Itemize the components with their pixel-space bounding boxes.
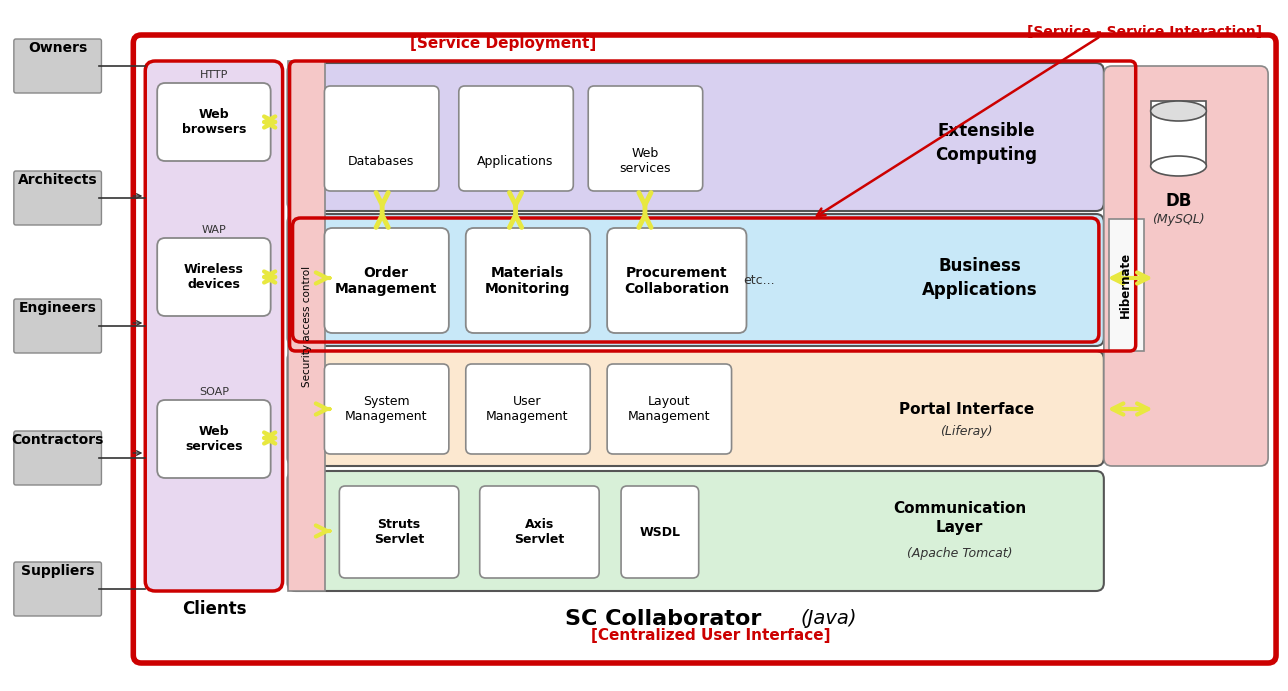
Text: SC Collaborator: SC Collaborator xyxy=(564,609,761,629)
Text: (MySQL): (MySQL) xyxy=(1153,213,1204,225)
FancyBboxPatch shape xyxy=(1104,66,1269,466)
Text: Struts
Servlet: Struts Servlet xyxy=(374,518,424,546)
Ellipse shape xyxy=(1150,101,1207,121)
Text: DB: DB xyxy=(1166,192,1191,210)
FancyBboxPatch shape xyxy=(14,562,102,616)
FancyBboxPatch shape xyxy=(589,86,703,191)
FancyBboxPatch shape xyxy=(325,228,448,333)
Text: Extensible
Computing: Extensible Computing xyxy=(935,122,1037,164)
FancyBboxPatch shape xyxy=(157,400,270,478)
FancyBboxPatch shape xyxy=(621,486,698,578)
Text: Communication
Layer: Communication Layer xyxy=(893,500,1027,536)
Text: User
Management: User Management xyxy=(487,395,569,423)
FancyBboxPatch shape xyxy=(157,83,270,161)
Text: Suppliers: Suppliers xyxy=(21,564,94,578)
FancyBboxPatch shape xyxy=(325,364,448,454)
Text: Engineers: Engineers xyxy=(19,301,97,315)
Text: Hibernate: Hibernate xyxy=(1119,252,1132,318)
Text: Order
Management: Order Management xyxy=(335,266,438,296)
FancyBboxPatch shape xyxy=(157,238,270,316)
FancyBboxPatch shape xyxy=(287,214,1104,346)
Text: Web
browsers: Web browsers xyxy=(182,108,246,136)
Text: Applications: Applications xyxy=(478,155,554,167)
Text: Procurement
Collaboration: Procurement Collaboration xyxy=(625,266,729,296)
Text: WSDL: WSDL xyxy=(639,525,680,538)
Text: (Liferay): (Liferay) xyxy=(940,424,993,437)
Bar xyxy=(287,61,326,591)
Text: [Centralized User Interface]: [Centralized User Interface] xyxy=(591,628,831,643)
Text: Architects: Architects xyxy=(18,173,98,187)
FancyBboxPatch shape xyxy=(325,86,439,191)
Text: Databases: Databases xyxy=(348,155,415,167)
Bar xyxy=(1109,219,1144,351)
Text: Business
Applications: Business Applications xyxy=(922,257,1037,299)
FancyBboxPatch shape xyxy=(459,86,573,191)
FancyBboxPatch shape xyxy=(133,35,1276,663)
Text: Layout
Management: Layout Management xyxy=(627,395,710,423)
Text: [Service - Service Interaction]: [Service - Service Interaction] xyxy=(1027,25,1262,39)
FancyBboxPatch shape xyxy=(287,63,1104,211)
FancyBboxPatch shape xyxy=(607,228,747,333)
FancyBboxPatch shape xyxy=(466,228,590,333)
FancyBboxPatch shape xyxy=(466,364,590,454)
FancyBboxPatch shape xyxy=(339,486,459,578)
Text: Web
services: Web services xyxy=(185,425,242,453)
Text: Axis
Servlet: Axis Servlet xyxy=(514,518,564,546)
Text: Materials
Monitoring: Materials Monitoring xyxy=(484,266,571,296)
Text: Owners: Owners xyxy=(28,41,88,55)
Text: (Apache Tomcat): (Apache Tomcat) xyxy=(907,547,1012,560)
FancyBboxPatch shape xyxy=(14,171,102,225)
Text: Contractors: Contractors xyxy=(12,433,104,447)
Text: Wireless
devices: Wireless devices xyxy=(184,263,243,291)
Text: Security access control: Security access control xyxy=(301,265,312,386)
FancyBboxPatch shape xyxy=(14,39,102,93)
FancyBboxPatch shape xyxy=(287,351,1104,466)
Text: Portal Interface: Portal Interface xyxy=(899,401,1034,417)
FancyBboxPatch shape xyxy=(479,486,599,578)
FancyBboxPatch shape xyxy=(287,471,1104,591)
Text: WAP: WAP xyxy=(201,225,227,235)
FancyBboxPatch shape xyxy=(14,299,102,353)
Text: Clients: Clients xyxy=(182,600,246,618)
Text: SOAP: SOAP xyxy=(198,387,229,397)
Text: Web
services: Web services xyxy=(620,147,671,175)
FancyBboxPatch shape xyxy=(146,61,282,591)
FancyBboxPatch shape xyxy=(607,364,732,454)
Text: [Service Deployment]: [Service Deployment] xyxy=(411,36,596,51)
Text: System
Management: System Management xyxy=(345,395,428,423)
Bar xyxy=(1150,101,1207,166)
Ellipse shape xyxy=(1150,156,1207,176)
Text: etc...: etc... xyxy=(743,274,775,287)
Text: (Java): (Java) xyxy=(800,609,857,629)
FancyBboxPatch shape xyxy=(14,431,102,485)
Text: HTTP: HTTP xyxy=(200,70,228,80)
